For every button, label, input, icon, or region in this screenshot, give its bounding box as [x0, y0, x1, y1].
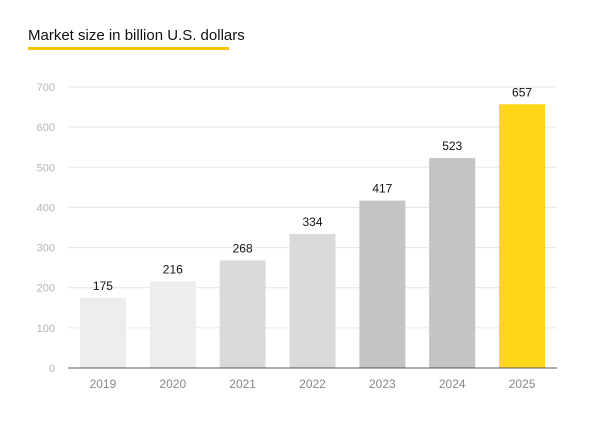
bar-2022: [289, 233, 336, 368]
bar-2019: [79, 297, 126, 368]
data-label-2021: 268: [233, 241, 253, 255]
y-tick-label: 300: [37, 243, 55, 255]
y-tick-label: 500: [37, 162, 55, 174]
x-tick-label-2021: 2021: [229, 377, 256, 391]
data-label-2025: 657: [512, 85, 532, 99]
data-label-2024: 523: [442, 139, 462, 153]
x-tick-label-2025: 2025: [509, 377, 536, 391]
x-tick-label-2024: 2024: [439, 377, 466, 391]
y-tick-label: 600: [37, 122, 55, 134]
data-label-2022: 334: [302, 215, 322, 229]
bar-2020: [149, 281, 196, 368]
x-tick-label-2019: 2019: [90, 377, 117, 391]
x-tick-label-2023: 2023: [369, 377, 396, 391]
bar-2025: [499, 104, 546, 369]
data-label-2019: 175: [93, 279, 113, 293]
x-tick-label-2020: 2020: [159, 377, 186, 391]
bar-2023: [359, 200, 406, 368]
y-tick-label: 0: [49, 363, 55, 375]
x-tick-label-2022: 2022: [299, 377, 326, 391]
bar-2021: [219, 260, 266, 368]
bar-2024: [429, 158, 476, 368]
title-underline: [28, 47, 229, 50]
chart-title: Market size in billion U.S. dollars: [28, 27, 245, 44]
y-tick-label: 100: [37, 323, 55, 335]
y-tick-labels: 0 100 200 300 400 500 600 700: [37, 82, 55, 375]
x-tick-labels: 2019 2020 2021 2022 2023 2024 2025: [90, 377, 536, 391]
data-label-2020: 216: [163, 262, 183, 276]
data-label-2023: 417: [372, 182, 392, 196]
bars: [79, 104, 546, 369]
y-tick-label: 200: [37, 283, 55, 295]
y-tick-label: 400: [37, 202, 55, 214]
data-labels: 175 216 268 334 417 523 657: [93, 85, 532, 292]
y-tick-label: 700: [37, 82, 55, 94]
